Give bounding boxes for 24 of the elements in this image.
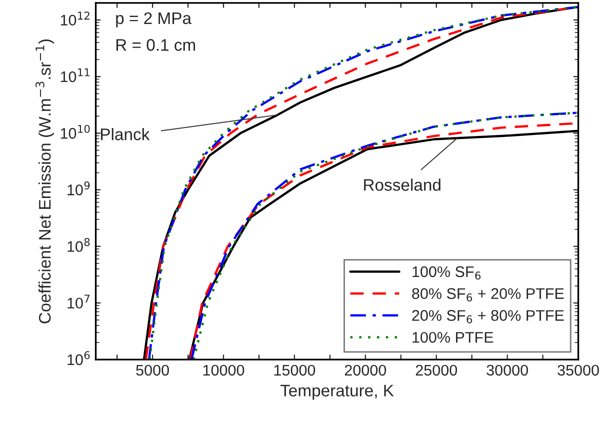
- x-tick-label: 30000: [486, 364, 528, 376]
- y-tick-label: 10$^{6}$: [68, 351, 90, 366]
- y-axis-title: Coefficient Net Emission (W.m$^{−3}$.sr$^{−1}$): [36, 40, 54, 324]
- y-tick-label: 10$^{11}$: [60, 68, 90, 82]
- x-tick-label: 35000: [558, 364, 599, 376]
- y-tick-label: 10$^{12}$: [60, 12, 90, 26]
- y-tick-label: 10$^{10}$: [60, 124, 90, 139]
- annotation: Rosseland: [364, 178, 440, 191]
- y-tick-label: 10$^{8}$: [68, 238, 90, 252]
- legend-label: 100% SF$_{6}$: [412, 266, 481, 280]
- legend-label: 20% SF$_{6}$ + 80% PTFE: [412, 310, 564, 324]
- legend-label: 100% PTFE: [412, 332, 494, 343]
- y-tick-label: 10$^{7}$: [68, 294, 90, 309]
- x-tick-label: 25000: [416, 364, 458, 376]
- x-tick-label: 20000: [344, 364, 386, 376]
- x-tick-label: 5000: [136, 364, 169, 376]
- y-tick-label: 10$^{9}$: [68, 181, 90, 196]
- annotation: Planck: [101, 128, 150, 140]
- legend-label: 80% SF$_{6}$ + 20% PTFE: [412, 288, 564, 302]
- x-tick-label: 10000: [203, 364, 244, 376]
- x-tick-label: 15000: [274, 364, 316, 376]
- annotation: R = 0.1 cm: [116, 39, 196, 51]
- annotation: p = 2 MPa: [116, 12, 192, 28]
- x-axis-title: Temperature, K: [280, 384, 394, 400]
